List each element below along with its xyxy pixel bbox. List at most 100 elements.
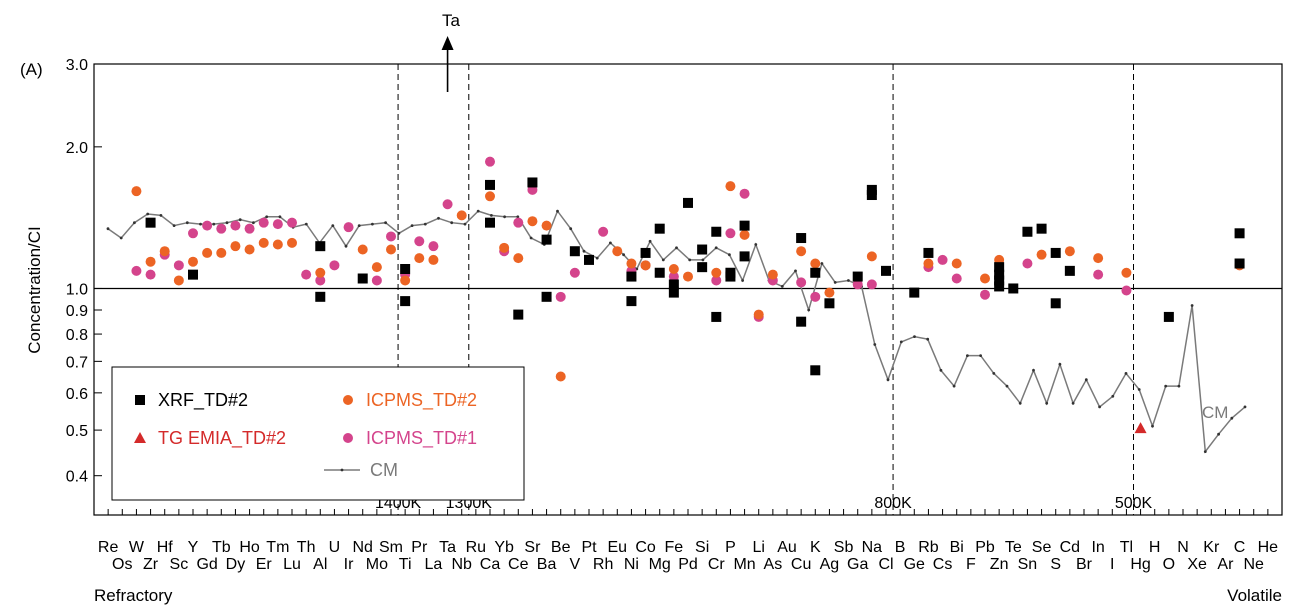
x-left-label: Refractory	[94, 586, 173, 605]
icpms-td-2-point	[527, 216, 538, 227]
xrf-td-2-point	[1050, 247, 1061, 258]
x-tick-label-bottom: Ca	[480, 556, 501, 573]
cm-vertex-point	[886, 378, 890, 382]
icpms-td-2-point	[725, 181, 736, 192]
icpms-td-2-point	[499, 242, 510, 253]
temperature-marker-label: 800K	[874, 495, 912, 512]
x-tick-label-top: Se	[1032, 539, 1052, 556]
xrf-td-2-point	[725, 271, 736, 282]
xrf-td-2-point	[796, 316, 807, 327]
x-tick-label-bottom: Pd	[678, 556, 698, 573]
icpms-td-1-point	[258, 217, 269, 228]
x-tick-label-top: B	[895, 539, 906, 556]
x-tick-label-bottom: Ir	[344, 556, 354, 573]
x-tick-label-top: In	[1091, 539, 1104, 556]
x-tick-label-bottom: Lu	[283, 556, 301, 573]
cm-vertex-point	[278, 215, 282, 219]
cm-vertex-point	[1203, 450, 1207, 453]
x-tick-label-bottom: Ar	[1217, 556, 1234, 573]
cm-vertex-point	[741, 279, 744, 282]
icpms-td-1-point	[980, 289, 990, 300]
x-tick-label-bottom: Er	[256, 556, 273, 573]
x-tick-label-top: P	[725, 539, 736, 556]
cm-vertex-point	[1098, 405, 1101, 409]
x-tick-label-top: Be	[551, 539, 571, 556]
cm-vertex-point	[847, 279, 850, 282]
cm-vertex-point	[490, 214, 493, 217]
y-tick-label: 0.4	[66, 469, 88, 486]
cm-vertex-point	[754, 243, 758, 246]
cm-vertex-point	[714, 246, 718, 250]
icpms-td-2-point	[159, 246, 170, 257]
xrf-td-2-point	[1234, 228, 1245, 239]
x-tick-label-bottom: Zn	[990, 556, 1009, 573]
y-tick-label: 0.5	[66, 423, 88, 440]
icpms-td-2-point	[230, 241, 241, 252]
icpms-td-2-point	[739, 229, 750, 240]
x-tick-label-top: Y	[188, 539, 199, 556]
cm-vertex-point	[199, 222, 202, 226]
xrf-td-2-point	[640, 247, 651, 258]
cm-vertex-point	[212, 222, 216, 226]
x-tick-label-top: Kr	[1203, 539, 1220, 556]
cm-vertex-point	[992, 372, 996, 375]
cm-vertex-point	[1005, 384, 1009, 388]
cm-vertex-point	[133, 221, 136, 225]
x-tick-label-top: Rb	[918, 539, 939, 556]
x-tick-label-top: Eu	[607, 539, 627, 556]
cm-vertex-point	[516, 215, 520, 219]
cm-vertex-point	[1018, 401, 1022, 405]
cm-vertex-point	[503, 215, 506, 219]
x-tick-label-bottom: Cl	[878, 556, 893, 573]
cm-vertex-point	[344, 244, 348, 248]
x-tick-label-top: He	[1258, 539, 1279, 556]
x-tick-label-top: H	[1149, 539, 1161, 556]
legend-label: TG EMIA_TD#2	[158, 428, 286, 449]
cm-vertex-point	[106, 227, 110, 231]
icpms-td-2-point	[188, 256, 198, 267]
legend-label: XRF_TD#2	[158, 390, 248, 411]
icpms-td-2-point	[541, 220, 552, 231]
xrf-td-2-point	[668, 279, 679, 290]
icpms-td-2-point	[555, 371, 566, 382]
x-tick-label-bottom: Mg	[649, 556, 671, 573]
xrf-td-2-point	[513, 309, 524, 320]
tg-emia-td-2-point	[1134, 422, 1147, 434]
icpms-td-2-point	[1121, 267, 1132, 278]
cm-vertex-point	[1124, 372, 1128, 375]
cm-vertex-point	[238, 218, 242, 222]
x-tick-label-top: U	[329, 539, 341, 556]
cm-vertex-point	[728, 253, 731, 257]
icpms-td-1-point	[1121, 285, 1132, 296]
icpms-td-2-point	[753, 309, 764, 320]
x-tick-label-bottom: Ti	[399, 556, 412, 573]
cm-vertex-point	[569, 227, 573, 231]
cm-vertex-point	[252, 221, 255, 225]
xrf-td-2-point	[1234, 258, 1245, 269]
cm-vertex-point	[688, 258, 692, 262]
x-tick-label-top: K	[810, 539, 821, 556]
panel-label: (A)	[20, 60, 43, 79]
x-right-label: Volatile	[1227, 586, 1282, 605]
xrf-td-2-point	[810, 365, 821, 376]
xrf-td-2-point	[584, 254, 594, 265]
y-tick-label: 0.8	[66, 327, 88, 344]
xrf-td-2-point	[145, 217, 156, 228]
xrf-td-2-point	[711, 311, 722, 322]
icpms-td-1-point	[485, 156, 495, 167]
legend-marker	[343, 433, 353, 443]
x-tick-label-bottom: Sn	[1018, 556, 1038, 573]
cm-vertex-point	[331, 224, 335, 228]
icpms-td-2-point	[428, 254, 439, 265]
icpms-td-2-point	[1036, 249, 1047, 260]
x-tick-label-bottom: V	[570, 556, 581, 573]
cm-vertex-point	[146, 212, 150, 216]
x-tick-label-bottom: S	[1050, 556, 1061, 573]
xrf-td-2-point	[923, 247, 934, 258]
icpms-td-1-point	[555, 291, 566, 302]
legend-label: CM	[370, 460, 398, 480]
xrf-td-2-point	[994, 281, 1005, 292]
x-tick-label-bottom: Cr	[708, 556, 726, 573]
xrf-td-2-point	[697, 244, 708, 255]
icpms-td-2-point	[145, 256, 156, 267]
